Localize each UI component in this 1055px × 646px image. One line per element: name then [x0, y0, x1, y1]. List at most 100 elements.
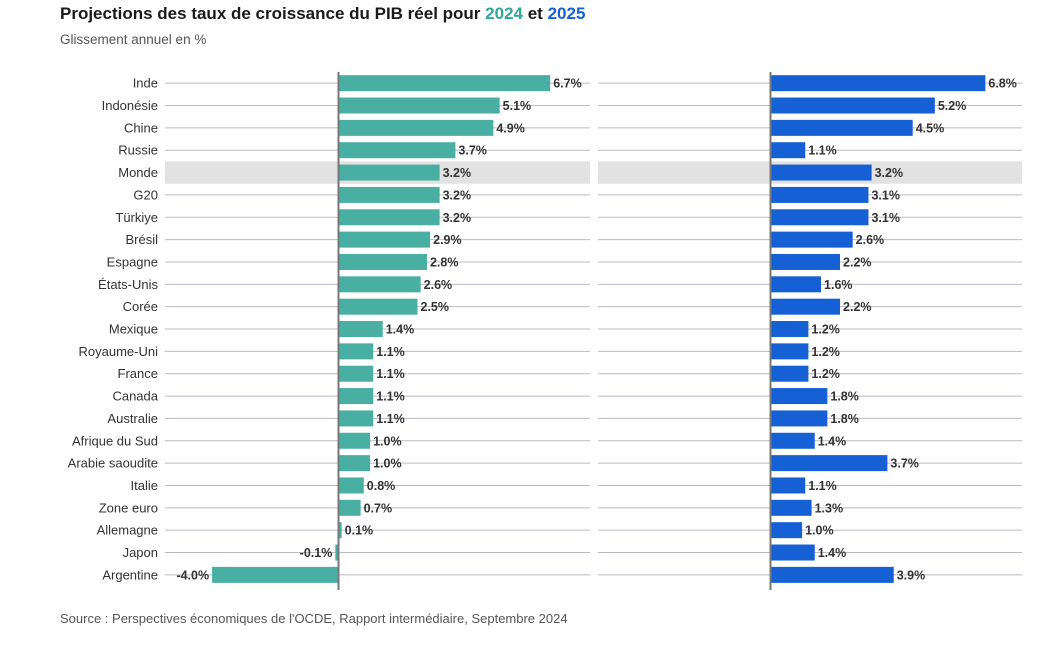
bar-2024-coree: [338, 298, 418, 315]
bar-2025-russie: [770, 142, 806, 159]
bar-2024-italie: [338, 477, 364, 494]
category-label-italie: Italie: [131, 478, 158, 493]
data-label-2025-canada: 1.8%: [830, 390, 859, 404]
bar-2025-royaume-uni: [770, 343, 809, 360]
bar-2025-afrique-du-sud: [770, 432, 815, 449]
bar-2024-monde: [338, 164, 440, 181]
data-label-2024-mexique: 1.4%: [386, 323, 415, 337]
data-label-2025-coree: 2.2%: [843, 300, 872, 314]
bar-2024-canada: [338, 388, 374, 405]
data-label-2025-australie: 1.8%: [830, 412, 859, 426]
bar-2024-afrique-du-sud: [338, 432, 371, 449]
bar-2024-australie: [338, 410, 374, 427]
title-prefix: Projections des taux de croissance du PI…: [60, 4, 481, 23]
data-label-2025-chine: 4.5%: [916, 121, 945, 135]
category-label-monde: Monde: [118, 165, 158, 180]
data-label-2025-france: 1.2%: [811, 367, 840, 381]
bar-2024-france: [338, 365, 374, 382]
data-label-2025-espagne: 2.2%: [843, 255, 872, 269]
bar-2024-arabie-saoudite: [338, 455, 371, 472]
bar-2025-japon: [770, 544, 815, 561]
bar-2024-allemagne: [338, 522, 342, 539]
bar-2025-mexique: [770, 321, 809, 338]
bar-2025-canada: [770, 388, 828, 405]
data-label-2025-royaume-uni: 1.2%: [811, 345, 840, 359]
data-label-2024-indonesie: 5.1%: [503, 99, 532, 113]
data-label-2024-japon: -0.1%: [300, 546, 333, 560]
bar-2025-chine: [770, 119, 913, 136]
bar-2025-etats-unis: [770, 276, 822, 293]
data-label-2024-g20: 3.2%: [443, 188, 472, 202]
category-label-australie: Australie: [107, 411, 158, 426]
data-label-2025-etats-unis: 1.6%: [824, 278, 853, 292]
data-label-2024-canada: 1.1%: [376, 390, 405, 404]
category-label-coree: Corée: [123, 299, 158, 314]
data-label-2025-zone-euro: 1.3%: [815, 501, 844, 515]
data-label-2025-monde: 3.2%: [875, 166, 904, 180]
data-label-2024-arabie-saoudite: 1.0%: [373, 457, 402, 471]
data-label-2024-inde: 6.7%: [553, 77, 582, 91]
category-label-turkiye: Türkiye: [115, 210, 158, 225]
bar-2024-zone-euro: [338, 499, 361, 516]
data-label-2024-afrique-du-sud: 1.0%: [373, 434, 402, 448]
data-label-2025-italie: 1.1%: [808, 479, 837, 493]
category-label-japon: Japon: [123, 545, 158, 560]
category-label-indonesie: Indonésie: [102, 98, 158, 113]
data-label-2025-arabie-saoudite: 3.7%: [890, 457, 919, 471]
data-label-2024-espagne: 2.8%: [430, 255, 459, 269]
data-label-2024-argentine: -4.0%: [176, 568, 209, 582]
bar-2024-etats-unis: [338, 276, 421, 293]
data-label-2025-bresil: 2.6%: [856, 233, 885, 247]
data-label-2025-turkiye: 3.1%: [871, 211, 900, 225]
category-label-canada: Canada: [112, 389, 158, 404]
category-label-arabie-saoudite: Arabie saoudite: [68, 456, 158, 471]
source-note: Source : Perspectives économiques de l'O…: [60, 611, 568, 626]
category-label-inde: Inde: [133, 76, 158, 91]
data-label-2025-indonesie: 5.2%: [938, 99, 967, 113]
category-label-france: France: [118, 366, 158, 381]
category-label-chine: Chine: [124, 120, 158, 135]
title-year-2025: 2025: [547, 4, 586, 23]
data-label-2024-bresil: 2.9%: [433, 233, 462, 247]
bar-2024-turkiye: [338, 209, 440, 226]
category-label-etats-unis: États-Unis: [98, 277, 158, 292]
data-label-2025-allemagne: 1.0%: [805, 524, 834, 538]
category-label-argentine: Argentine: [102, 567, 158, 582]
category-label-allemagne: Allemagne: [97, 523, 158, 538]
bar-2024-chine: [338, 119, 494, 136]
bar-2024-g20: [338, 186, 440, 203]
bar-2024-mexique: [338, 321, 383, 338]
bar-2025-coree: [770, 298, 841, 315]
bar-2024-russie: [338, 142, 456, 159]
chart-title: Projections des taux de croissance du PI…: [60, 4, 585, 24]
bar-2024-inde: [338, 75, 551, 92]
data-label-2024-coree: 2.5%: [421, 300, 450, 314]
data-label-2025-japon: 1.4%: [818, 546, 847, 560]
data-label-2025-afrique-du-sud: 1.4%: [818, 434, 847, 448]
category-label-espagne: Espagne: [107, 254, 158, 269]
bar-2025-indonesie: [770, 97, 935, 114]
bar-2025-france: [770, 365, 809, 382]
data-label-2024-chine: 4.9%: [496, 121, 524, 135]
data-label-2024-zone-euro: 0.7%: [364, 501, 393, 515]
bar-2024-japon: [335, 544, 339, 561]
bar-2024-argentine: [212, 566, 339, 583]
data-label-2024-turkiye: 3.2%: [443, 211, 472, 225]
category-label-russie: Russie: [118, 143, 158, 158]
bar-2024-bresil: [338, 231, 431, 248]
bar-2025-g20: [770, 186, 869, 203]
data-label-2024-allemagne: 0.1%: [345, 524, 374, 538]
bar-2025-espagne: [770, 253, 841, 270]
bar-2025-australie: [770, 410, 828, 427]
data-label-2025-argentine: 3.9%: [897, 568, 926, 582]
bar-2025-inde: [770, 75, 986, 92]
data-label-2025-g20: 3.1%: [871, 188, 900, 202]
bar-2024-espagne: [338, 253, 427, 270]
category-label-afrique-du-sud: Afrique du Sud: [72, 433, 158, 448]
data-label-2025-russie: 1.1%: [808, 144, 837, 158]
title-and: et: [527, 4, 543, 23]
data-label-2024-etats-unis: 2.6%: [424, 278, 453, 292]
data-label-2024-italie: 0.8%: [367, 479, 396, 493]
category-label-zone-euro: Zone euro: [99, 500, 158, 515]
